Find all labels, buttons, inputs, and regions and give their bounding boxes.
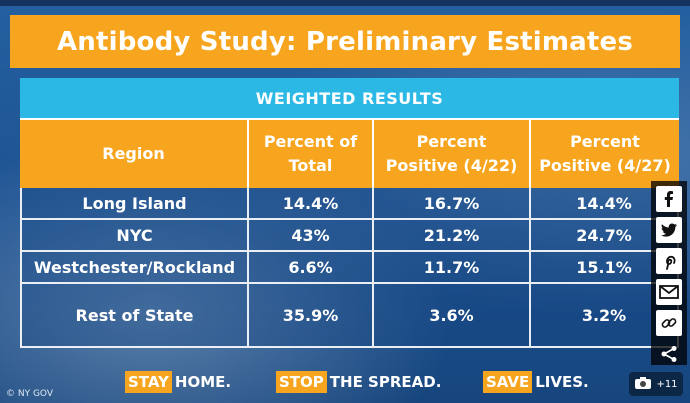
photo-gallery-button[interactable]: +11 [629, 372, 683, 396]
cell-percent-total: 14.4% [249, 188, 374, 220]
header-percent-positive-427: Percent Positive (4/27) [531, 118, 679, 188]
link-icon [661, 318, 677, 328]
facebook-icon [664, 191, 673, 207]
slogan-save-lives: SAVE LIVES. [483, 371, 589, 393]
image-credit: © NY GOV [6, 389, 54, 399]
share-icon [661, 346, 677, 362]
twitter-icon [660, 223, 677, 237]
table-header-row: Region Percent of Total Percent Positive… [20, 118, 679, 188]
email-icon [659, 285, 679, 299]
cell-percent-positive-422: 11.7% [374, 252, 531, 284]
title-banner: Antibody Study: Preliminary Estimates [10, 15, 680, 68]
header-percent-of-total: Percent of Total [249, 118, 374, 188]
slogan-text: THE SPREAD. [329, 373, 442, 391]
table-row: Long Island 14.4% 16.7% 14.4% [20, 188, 679, 220]
cell-percent-positive-422: 3.6% [374, 284, 531, 348]
results-table: WEIGHTED RESULTS Region Percent of Total… [20, 78, 679, 348]
photo-count: +11 [656, 378, 678, 390]
slogan-highlight: STAY [125, 371, 172, 393]
twitter-share-button[interactable] [656, 217, 682, 243]
slogan-text: HOME. [174, 373, 232, 391]
email-share-button[interactable] [656, 279, 682, 305]
table-row: Rest of State 35.9% 3.6% 3.2% [20, 284, 679, 348]
page-title: Antibody Study: Preliminary Estimates [56, 26, 634, 57]
slogan-highlight: STOP [276, 371, 327, 393]
cell-percent-total: 43% [249, 220, 374, 252]
cell-percent-positive-422: 21.2% [374, 220, 531, 252]
cell-region: NYC [20, 220, 249, 252]
cell-region: Westchester/Rockland [20, 252, 249, 284]
cell-region: Long Island [20, 188, 249, 220]
pinterest-icon [666, 255, 676, 270]
pinterest-share-button[interactable] [656, 248, 682, 274]
cell-percent-total: 35.9% [249, 284, 374, 348]
table-caption: WEIGHTED RESULTS [20, 78, 679, 118]
header-percent-positive-422: Percent Positive (4/22) [374, 118, 531, 188]
table-row: Westchester/Rockland 6.6% 11.7% 15.1% [20, 252, 679, 284]
slogan-stay-home: STAY HOME. [125, 371, 231, 393]
slogan-stop-the-spread: STOP THE SPREAD. [276, 371, 441, 393]
facebook-share-button[interactable] [656, 186, 682, 212]
top-strip [0, 0, 690, 6]
cell-region: Rest of State [20, 284, 249, 348]
table-row: NYC 43% 21.2% 24.7% [20, 220, 679, 252]
cell-percent-total: 6.6% [249, 252, 374, 284]
camera-icon [634, 376, 652, 393]
cell-percent-positive-422: 16.7% [374, 188, 531, 220]
slogan-text: LIVES. [535, 373, 589, 391]
more-share-button[interactable] [656, 344, 682, 364]
slogan-highlight: SAVE [483, 371, 533, 393]
header-region: Region [20, 118, 249, 188]
copy-link-button[interactable] [656, 310, 682, 336]
share-sidebar [651, 181, 687, 365]
